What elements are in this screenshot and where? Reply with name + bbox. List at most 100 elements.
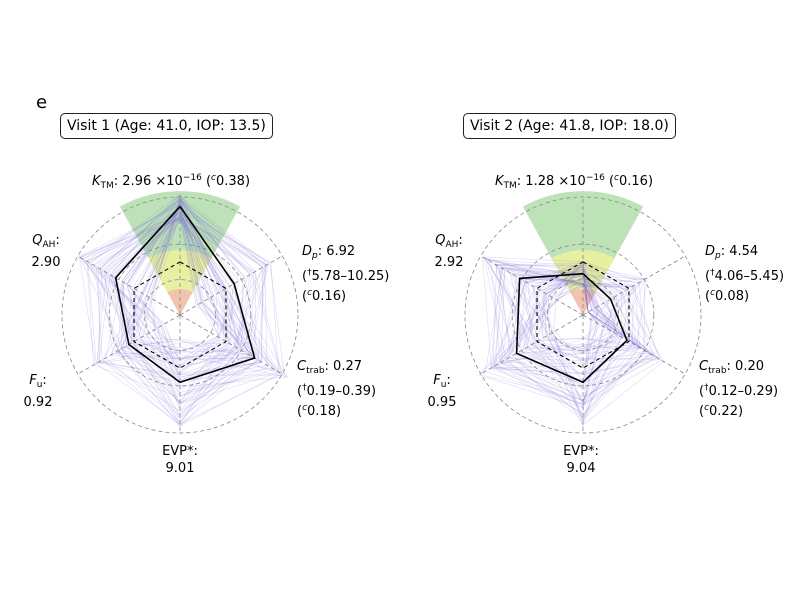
visit-1-ensemble-line <box>132 201 230 426</box>
visit-1-ensemble-line <box>103 193 236 373</box>
visit-2-ensemble-line <box>522 260 653 356</box>
visit-1-ensemble-line <box>133 199 268 415</box>
visit-1-ensemble-line <box>125 210 280 393</box>
visit-2-dp-label: Dp: 4.54 (†4.06–5.45) (c0.08) <box>705 244 785 304</box>
visit-1-ensemble-line <box>85 200 246 371</box>
visit-2-target-sector-3 <box>570 289 596 315</box>
visit-1-ensemble-line <box>100 195 219 355</box>
visit-1-ensemble-line <box>121 202 249 355</box>
visit-1-evp-label: EVP*: 9.01 <box>162 444 198 476</box>
visit-2-ensemble-line <box>534 284 664 426</box>
visit-1-ensemble-line <box>103 207 221 375</box>
visit-2-ensemble-line <box>522 265 626 404</box>
visit-1-ensemble-line <box>89 198 267 427</box>
visit-1-ensemble-line <box>125 216 283 375</box>
visit-1-grid-ring-2 <box>108 243 252 387</box>
visit-1-ensemble-line <box>115 202 256 360</box>
visit-2-ensemble-line <box>500 267 658 398</box>
visit-1-ensemble-line <box>92 207 264 380</box>
visit-1-ensemble-line <box>110 193 243 369</box>
visit-1-grid-ring-3 <box>61 196 299 434</box>
visit-2-ensemble-line <box>531 268 645 406</box>
visit-1-ensemble-line <box>107 217 232 366</box>
visit-2-estimate-polygon <box>515 272 628 384</box>
visit-2-ensemble-line <box>495 264 616 401</box>
visit-1-ensemble-line <box>136 203 275 397</box>
visit-2-ensemble-line <box>504 283 647 416</box>
visit-1-ensemble-line <box>136 195 249 359</box>
visit-1-spoke-2 <box>179 255 283 316</box>
visit-1-ensemble-line <box>142 201 233 386</box>
visit-2-ensemble-line <box>541 271 622 421</box>
visit-1-ensemble-line <box>109 207 237 360</box>
visit-1-ensemble-line <box>99 207 285 376</box>
visit-2-ensemble-line <box>500 261 657 398</box>
visit-1-target-sector-2 <box>148 250 212 315</box>
visit-2-ensemble-line <box>500 271 654 365</box>
visit-2-ensemble-line <box>537 277 640 416</box>
visit-2-ensemble-line <box>489 280 638 374</box>
visit-2-ensemble-line <box>494 263 598 376</box>
visit-2-ensemble-line <box>478 268 619 409</box>
visit-2-ensemble-line <box>509 272 634 391</box>
visit-1-ensemble-line <box>128 201 251 361</box>
visit-2-ktm-label: KTM: 1.28 ×10−16 (c0.16) <box>495 173 654 191</box>
visit-2-ensemble-line <box>533 274 663 406</box>
visit-1-spoke-6 <box>77 255 181 316</box>
visit-1-ensemble-line <box>130 217 268 417</box>
visit-2-spoke-6 <box>480 255 584 316</box>
visit-2-ensemble-line <box>479 276 645 401</box>
visit-1-ensemble-line <box>113 207 254 366</box>
visit-2-ensemble-line <box>495 286 633 401</box>
visit-2-ensemble-line <box>527 261 661 360</box>
visit-2-ensemble-line <box>553 286 612 428</box>
visit-1-ensemble-line <box>116 218 253 427</box>
visit-1-ensemble-line <box>126 195 236 360</box>
visit-1-ensemble-line <box>129 204 262 397</box>
visit-1-ensemble-line <box>153 213 278 372</box>
visit-1-ensemble-line <box>120 213 253 419</box>
visit-1-ensemble-line <box>96 212 242 364</box>
visit-2-ensemble-line <box>495 267 639 402</box>
visit-2-ensemble-line <box>492 264 599 414</box>
visit-1-ensemble-line <box>116 207 289 388</box>
visit-1-ensemble-line <box>86 217 250 398</box>
visit-2-fu-label: Fu: 0.95 <box>427 373 457 410</box>
visit-2-ensemble-line <box>532 271 656 389</box>
visit-2-ensemble-line <box>482 256 614 369</box>
visit-1-ensemble-line <box>114 217 255 361</box>
visit-1-ensemble-line <box>126 204 229 408</box>
visit-1-ensemble-line <box>82 219 255 404</box>
visit-2-ensemble-line <box>509 272 641 349</box>
visit-2-ctrab-label: Ctrab: 0.20 (†0.12–0.29) (c0.22) <box>699 359 779 419</box>
visit-1-ensemble-line <box>79 217 227 403</box>
visit-2-ensemble-line <box>491 281 660 375</box>
visit-2-ensemble-line <box>521 279 636 349</box>
visit-1-ensemble-line <box>126 199 260 361</box>
visit-2-title: Visit 2 (Age: 41.8, IOP: 18.0) <box>463 113 676 139</box>
visit-2-spoke-3 <box>582 314 686 375</box>
visit-2-qah-label: QAH: 2.92 <box>434 233 464 270</box>
visit-2-grid-ring-1 <box>547 279 619 351</box>
visit-1-ensemble-line <box>102 217 259 412</box>
visit-1-ensemble-line <box>87 212 283 425</box>
visit-1-estimate-polygon <box>114 205 256 384</box>
visit-2-ensemble-line <box>484 257 648 361</box>
visit-1-fu-label: Fu: 0.92 <box>23 373 53 410</box>
visit-2-ensemble-line <box>541 265 640 421</box>
visit-2-grid-ring-2 <box>511 243 655 387</box>
visit-1-ensemble-line <box>119 204 267 366</box>
visit-1-ensemble-line <box>80 213 270 404</box>
visit-1-ensemble-line <box>121 202 240 423</box>
visit-2-spoke-5 <box>480 314 584 375</box>
visit-2-ensemble-line <box>514 284 619 355</box>
visit-2-ensemble-line <box>517 270 624 354</box>
visit-1-ensemble-line <box>111 216 289 378</box>
visit-2-ensemble-line <box>543 266 612 350</box>
visit-1-grid-ring-1 <box>144 279 216 351</box>
visit-2-ensemble-line <box>490 261 623 409</box>
visit-2-ensemble-line <box>484 258 636 345</box>
visit-2-ensemble-line <box>496 262 656 376</box>
visit-2-ensemble-line <box>522 266 620 364</box>
